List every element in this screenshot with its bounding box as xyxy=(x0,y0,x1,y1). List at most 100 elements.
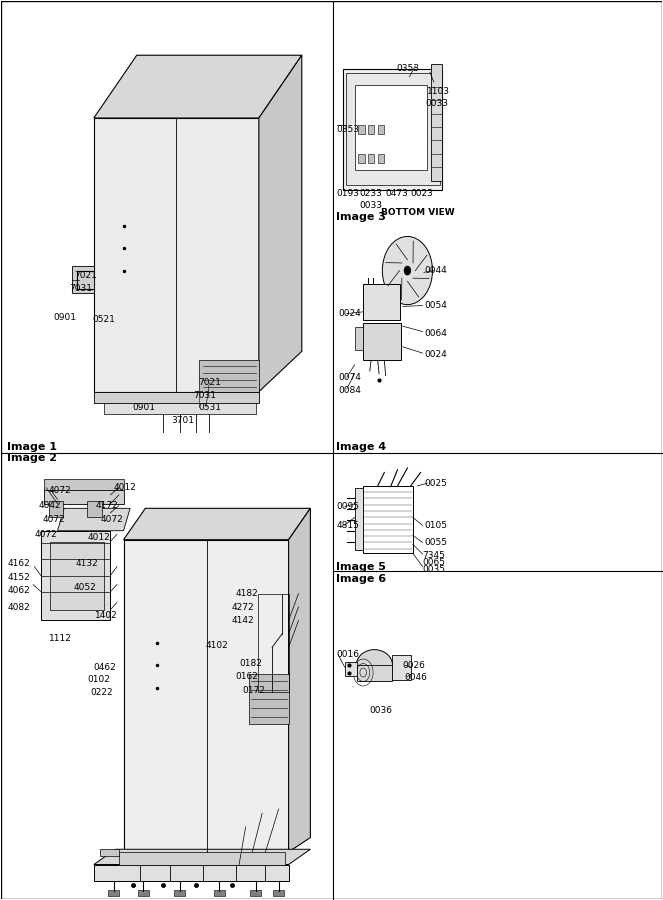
Text: 0044: 0044 xyxy=(424,266,448,275)
Bar xyxy=(358,125,365,134)
Text: 0521: 0521 xyxy=(93,315,115,324)
Bar xyxy=(355,488,363,551)
Text: 0055: 0055 xyxy=(424,538,448,547)
Text: 4012: 4012 xyxy=(113,483,137,492)
Bar xyxy=(355,85,427,170)
Bar xyxy=(378,125,385,134)
Text: BOTTOM VIEW: BOTTOM VIEW xyxy=(381,208,455,217)
Bar xyxy=(108,889,119,896)
Text: 7021: 7021 xyxy=(198,378,221,387)
Polygon shape xyxy=(41,531,110,620)
Bar xyxy=(358,154,365,163)
Text: 0054: 0054 xyxy=(424,301,448,310)
Text: 0033: 0033 xyxy=(359,202,383,211)
Text: 0025: 0025 xyxy=(424,479,448,488)
Bar xyxy=(378,154,385,163)
Polygon shape xyxy=(200,360,259,392)
Bar xyxy=(368,125,375,134)
Text: 0105: 0105 xyxy=(424,521,448,530)
Bar xyxy=(363,284,400,319)
Text: 7031: 7031 xyxy=(194,391,217,400)
Bar xyxy=(355,327,363,349)
Text: 4142: 4142 xyxy=(231,616,254,625)
Text: 4272: 4272 xyxy=(231,602,254,611)
Polygon shape xyxy=(94,850,310,865)
Text: 0016: 0016 xyxy=(337,650,360,659)
Text: 0064: 0064 xyxy=(424,328,448,338)
Ellipse shape xyxy=(356,650,392,681)
Polygon shape xyxy=(123,540,288,852)
Polygon shape xyxy=(249,674,288,724)
Text: 0462: 0462 xyxy=(94,662,117,671)
Text: Image 4: Image 4 xyxy=(336,442,387,453)
Text: 4162: 4162 xyxy=(8,560,30,569)
Circle shape xyxy=(383,237,432,305)
Text: 4072: 4072 xyxy=(49,486,72,495)
Text: 0182: 0182 xyxy=(239,659,262,668)
Text: 7031: 7031 xyxy=(70,284,92,293)
Text: 0353: 0353 xyxy=(336,125,359,134)
Text: 3701: 3701 xyxy=(172,416,195,425)
Polygon shape xyxy=(119,852,285,865)
Text: 4052: 4052 xyxy=(74,583,97,592)
Text: 4062: 4062 xyxy=(8,587,30,596)
Text: 0193: 0193 xyxy=(336,189,359,198)
Bar xyxy=(363,486,412,554)
Bar xyxy=(273,889,284,896)
Bar xyxy=(363,322,402,360)
Text: 0033: 0033 xyxy=(425,99,448,108)
Text: 4072: 4072 xyxy=(34,530,57,539)
Text: 1103: 1103 xyxy=(427,86,450,95)
Text: 4072: 4072 xyxy=(43,515,66,524)
Polygon shape xyxy=(357,665,392,680)
Text: 0036: 0036 xyxy=(370,706,392,715)
Polygon shape xyxy=(94,865,288,881)
Bar xyxy=(138,889,149,896)
Text: 0074: 0074 xyxy=(338,373,361,382)
Text: 0473: 0473 xyxy=(386,189,408,198)
Bar xyxy=(346,73,440,185)
Text: 0065: 0065 xyxy=(422,558,446,567)
Text: 0023: 0023 xyxy=(410,189,434,198)
Polygon shape xyxy=(94,55,302,118)
Polygon shape xyxy=(103,403,255,414)
Bar xyxy=(343,68,442,190)
Text: 4815: 4815 xyxy=(336,521,359,530)
Text: 0102: 0102 xyxy=(88,675,110,684)
Text: 7345: 7345 xyxy=(422,552,446,561)
Text: 0901: 0901 xyxy=(132,403,155,412)
Bar xyxy=(214,889,225,896)
Text: 0162: 0162 xyxy=(236,672,259,681)
Text: 0035: 0035 xyxy=(422,565,446,574)
Text: 7021: 7021 xyxy=(74,271,97,280)
Text: 0222: 0222 xyxy=(91,688,113,697)
Polygon shape xyxy=(288,508,310,852)
Text: 4172: 4172 xyxy=(95,501,119,510)
Text: 4082: 4082 xyxy=(8,602,30,611)
Polygon shape xyxy=(44,491,123,504)
Polygon shape xyxy=(259,55,302,392)
Text: 4132: 4132 xyxy=(76,560,99,569)
Text: Image 6: Image 6 xyxy=(336,574,387,584)
Text: 0046: 0046 xyxy=(405,673,428,682)
Text: 1402: 1402 xyxy=(95,611,118,620)
Text: 0084: 0084 xyxy=(338,386,361,395)
Text: Image 3: Image 3 xyxy=(336,212,386,221)
Polygon shape xyxy=(345,662,357,676)
Text: 0353: 0353 xyxy=(396,64,419,73)
Text: 0531: 0531 xyxy=(198,403,221,412)
Bar xyxy=(430,64,442,181)
Text: 0026: 0026 xyxy=(403,661,426,670)
Text: 0901: 0901 xyxy=(53,312,76,321)
Bar xyxy=(251,889,261,896)
Polygon shape xyxy=(44,479,123,490)
Text: Image 2: Image 2 xyxy=(7,453,56,464)
Text: 4182: 4182 xyxy=(236,590,259,598)
Polygon shape xyxy=(123,508,310,540)
Bar xyxy=(72,266,94,293)
Circle shape xyxy=(404,266,410,275)
Text: 4042: 4042 xyxy=(39,501,62,510)
Text: 4102: 4102 xyxy=(206,641,229,650)
Bar xyxy=(88,501,101,518)
Polygon shape xyxy=(50,542,103,609)
